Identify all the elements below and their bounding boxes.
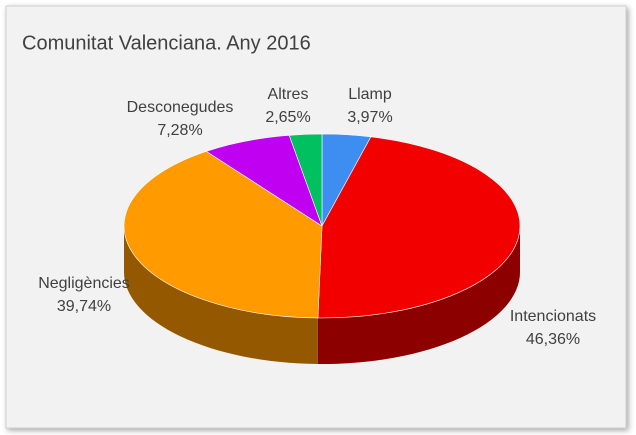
- slice-label: Altres: [268, 86, 309, 103]
- slice-value-label: 2,65%: [265, 109, 310, 126]
- chart-title: Comunitat Valenciana. Any 2016: [22, 32, 311, 54]
- slice-side: [317, 226, 520, 364]
- slice: [123, 151, 323, 319]
- slice: [288, 133, 323, 227]
- slice-label: Negligències: [38, 275, 130, 292]
- slice-label: Llamp: [348, 86, 392, 103]
- slice-label: Desconegudes: [127, 99, 234, 116]
- slice: [317, 136, 521, 319]
- pie: [123, 133, 521, 364]
- slice-label: Intencionats: [510, 308, 596, 325]
- shade: [317, 226, 520, 364]
- slice-value-label: 7,28%: [157, 122, 202, 139]
- slice-value-label: 39,74%: [57, 298, 111, 315]
- slice-side: [124, 226, 318, 364]
- slice-value-label: 46,36%: [526, 331, 580, 348]
- slice-value-label: 3,97%: [347, 109, 392, 126]
- shade: [124, 226, 318, 364]
